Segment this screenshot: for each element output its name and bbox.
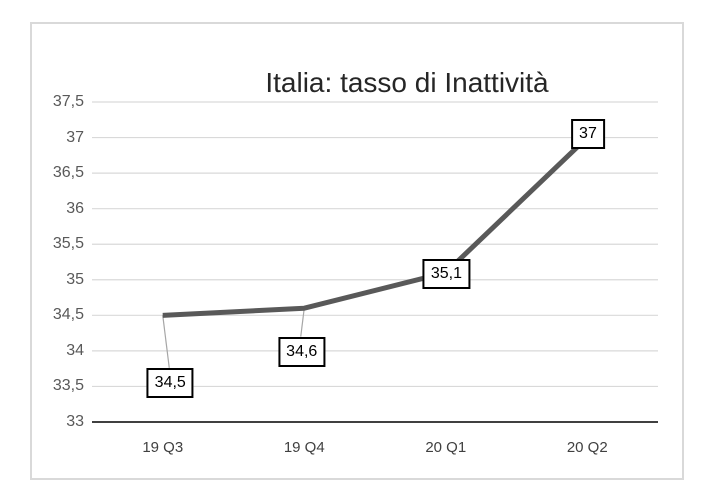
- data-label: 34,6: [278, 336, 326, 367]
- data-label-leader-line: [162, 315, 170, 368]
- data-label-leader-line: [300, 308, 305, 337]
- y-axis-tick-label: 37: [66, 128, 84, 146]
- chart-frame: Italia: tasso di Inattività 33 33,5 34 34,5…: [30, 22, 684, 480]
- series-line: [162, 135, 589, 318]
- y-axis-tick-label: 33,5: [52, 377, 84, 395]
- x-axis-category-label: 20 Q1: [425, 439, 467, 456]
- y-axis-tick-label: 36: [66, 199, 84, 217]
- y-axis-tick-label: 37,5: [52, 93, 84, 110]
- x-axis-category-label: 20 Q2: [566, 439, 608, 456]
- x-axis-category-label: 19 Q3: [142, 439, 184, 456]
- y-axis-tick-label: 34: [66, 341, 84, 359]
- y-axis-tick-label: 34,5: [52, 306, 84, 324]
- y-axis-tick-label: 36,5: [52, 164, 84, 182]
- data-label: 35,1: [422, 259, 471, 290]
- y-axis-tick-label: 35,5: [52, 235, 84, 253]
- data-label: 37: [571, 118, 605, 149]
- x-axis-category-label: 19 Q4: [283, 439, 325, 456]
- chart-title: Italia: tasso di Inattività: [265, 67, 549, 98]
- y-axis-tick-label: 33: [66, 413, 84, 430]
- data-label: 34,5: [146, 367, 194, 398]
- y-axis-tick-label: 35: [66, 270, 84, 288]
